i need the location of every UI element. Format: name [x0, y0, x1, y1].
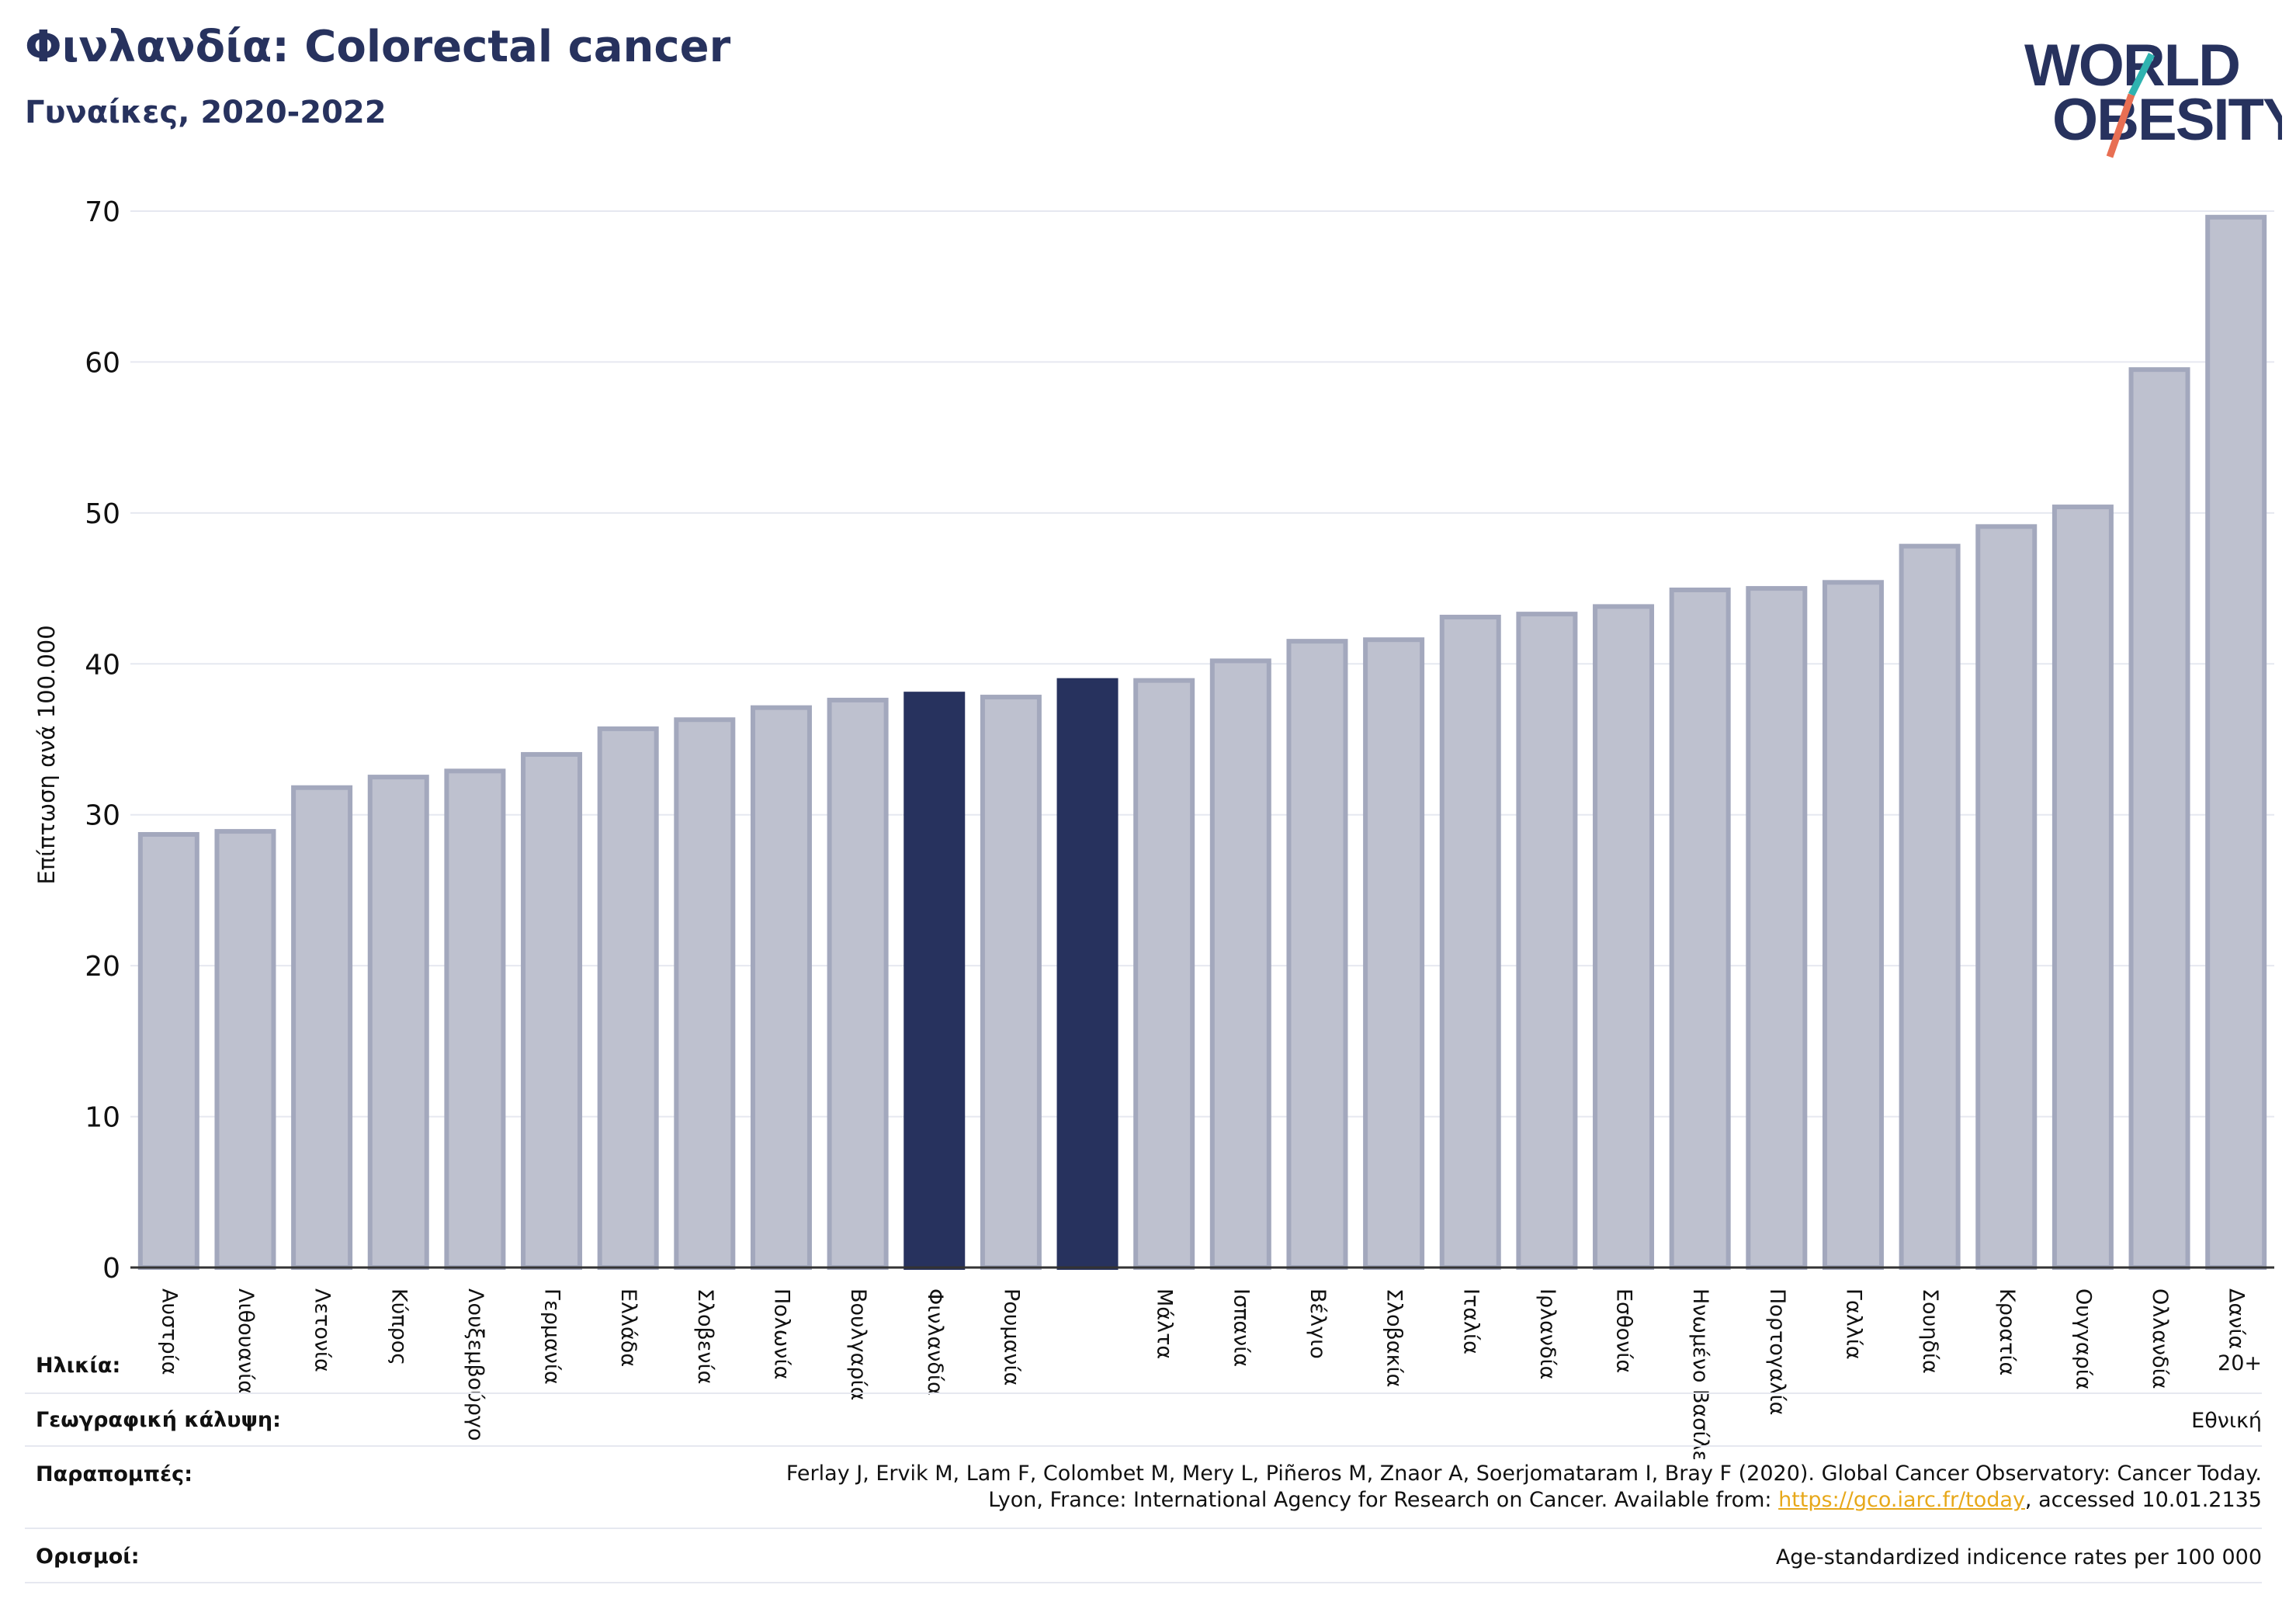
bar	[827, 697, 889, 1270]
x-tick-label: Ηνωμένο Βασίλειο	[1688, 1288, 1712, 1459]
x-tick-label: Ολλανδία	[2148, 1288, 2172, 1389]
y-tick-label: 50	[85, 498, 120, 530]
bar	[1439, 615, 1501, 1270]
bar	[1899, 543, 1961, 1270]
bar	[2051, 505, 2114, 1270]
bar	[980, 695, 1042, 1270]
bar	[1209, 658, 1271, 1270]
x-tick-label: Λετονία	[310, 1288, 335, 1372]
info-row-age: Ηλικία: 20+	[25, 1333, 2262, 1394]
x-tick-label: Δανία	[2225, 1288, 2249, 1349]
x-tick-label: Σουηδία	[1918, 1288, 1942, 1374]
bar-highlight	[903, 692, 966, 1270]
bar-chart: 0 10 20 30 40 50 60 70 Αυστρία Λιθουανία Λετονία Κ…	[33, 196, 2274, 1459]
x-tick-label: Ελλάδα	[616, 1288, 640, 1367]
definitions-label: Ορισμοί:	[36, 1545, 140, 1569]
y-tick-label: 70	[85, 196, 120, 228]
x-tick-label: Ουγγαρία	[2071, 1288, 2095, 1390]
bar	[1669, 588, 1731, 1270]
bar-highlight	[1056, 678, 1119, 1270]
x-tick-label: Βέλγιο	[1306, 1288, 1330, 1359]
gco-link[interactable]: https://gco.iarc.fr/today	[1778, 1488, 2025, 1512]
bars	[137, 214, 2267, 1271]
x-tick-label: Σλοβενία	[693, 1288, 717, 1384]
bar	[1363, 637, 1425, 1270]
bar	[1133, 678, 1195, 1270]
y-tick-label: 40	[85, 649, 120, 681]
bar	[367, 775, 429, 1270]
x-tick-label: Εσθονία	[1612, 1288, 1636, 1373]
x-tick-label: Γαλλία	[1841, 1288, 1865, 1360]
bar	[1593, 604, 1655, 1270]
bar	[214, 829, 276, 1270]
bar	[2205, 214, 2267, 1271]
x-tick-label: Ιταλία	[1458, 1288, 1483, 1354]
info-row-coverage: Γεωγραφική κάλυψη: Εθνική	[25, 1394, 2262, 1447]
bar	[674, 717, 736, 1270]
y-axis-label: Επίπτωση ανά 100.000	[33, 625, 60, 884]
bar	[521, 751, 583, 1270]
logo-slash-teal	[2128, 52, 2156, 97]
y-tick-label: 60	[85, 347, 120, 379]
bar	[1975, 524, 2038, 1270]
logo-slash-coral	[2106, 93, 2135, 158]
bar	[1822, 580, 1884, 1270]
chart-subtitle: Γυναίκες, 2020-2022	[25, 95, 387, 130]
y-axis-ticks: 0 10 20 30 40 50 60 70	[85, 196, 120, 1285]
y-tick-label: 10	[85, 1102, 120, 1134]
x-tick-label: Γερμανία	[540, 1288, 564, 1385]
x-tick-label: Λουξεμβούργο	[463, 1288, 487, 1441]
age-label: Ηλικία:	[36, 1354, 121, 1378]
bar	[597, 726, 659, 1270]
x-tick-label: Πολωνία	[769, 1288, 793, 1379]
chart-title: Φινλανδία: Colorectal cancer	[25, 22, 731, 72]
references-label: Παραπομπές:	[36, 1462, 192, 1486]
x-tick-label: Αυστρία	[157, 1288, 181, 1375]
x-tick-label: Ιρλανδία	[1535, 1288, 1559, 1379]
x-tick-label: Φινλανδία	[923, 1288, 947, 1396]
bar	[1746, 586, 1808, 1270]
age-value: 20+	[2218, 1351, 2262, 1375]
x-tick-label: Σλοβακία	[1382, 1288, 1406, 1387]
x-tick-label: Ρουμανία	[999, 1288, 1023, 1385]
x-tick-label: Μάλτα	[1153, 1288, 1177, 1359]
references-line1: Ferlay J, Ervik M, Lam F, Colombet M, Me…	[786, 1462, 2262, 1486]
x-tick-label: Κροατία	[1995, 1288, 2019, 1375]
coverage-value: Εθνική	[2191, 1409, 2262, 1433]
info-row-definitions: Ορισμοί: Age-standardized indicence rate…	[25, 1529, 2262, 1583]
references-value: Ferlay J, Ervik M, Lam F, Colombet M, Me…	[786, 1461, 2262, 1514]
bar	[750, 705, 812, 1270]
bar	[2128, 367, 2190, 1270]
y-tick-label: 20	[85, 951, 120, 983]
bar	[444, 768, 506, 1270]
y-tick-label: 0	[102, 1253, 120, 1285]
world-obesity-logo: WORLD OBESITY	[2024, 33, 2282, 158]
x-tick-label: Βουλγαρία	[846, 1288, 870, 1401]
definitions-value: Age-standardized indicence rates per 100…	[1775, 1545, 2262, 1569]
y-tick-label: 30	[85, 800, 120, 832]
x-tick-label: Πορτογαλία	[1765, 1288, 1789, 1415]
info-row-references: Παραπομπές: Ferlay J, Ervik M, Lam F, Co…	[25, 1447, 2262, 1529]
logo-line2: OBESITY	[2052, 87, 2282, 153]
x-tick-label: Λιθουανία	[234, 1288, 258, 1394]
x-axis-tick-labels: Αυστρία Λιθουανία Λετονία Κύπρος Λουξεμβούργ…	[157, 1288, 2248, 1459]
x-tick-label: Κύπρος	[387, 1288, 411, 1365]
bar	[1286, 639, 1348, 1270]
references-line2: Lyon, France: International Agency for R…	[988, 1488, 2262, 1512]
bar	[1516, 612, 1578, 1270]
coverage-label: Γεωγραφική κάλυψη:	[36, 1408, 281, 1432]
bar	[291, 785, 353, 1270]
x-tick-label: Ισπανία	[1229, 1288, 1253, 1367]
bar	[137, 831, 199, 1270]
